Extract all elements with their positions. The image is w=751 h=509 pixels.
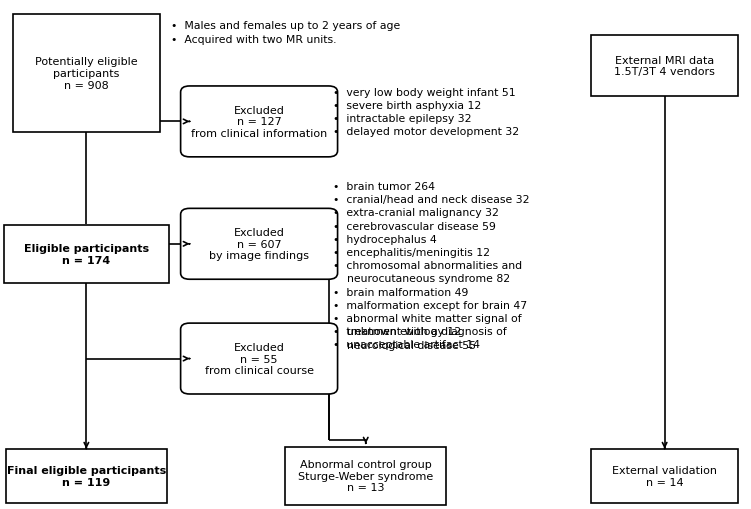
- Text: •  treatment with a diagnosis of
    neurological disease 55: • treatment with a diagnosis of neurolog…: [333, 327, 506, 350]
- Bar: [592, 449, 737, 503]
- Bar: [14, 15, 160, 132]
- Bar: [285, 447, 447, 505]
- Text: •  brain tumor 264
•  cranial/head and neck disease 32
•  extra-cranial malignan: • brain tumor 264 • cranial/head and nec…: [333, 182, 529, 350]
- FancyBboxPatch shape: [180, 87, 337, 157]
- FancyBboxPatch shape: [180, 209, 337, 280]
- Text: External validation
n = 14: External validation n = 14: [612, 465, 717, 487]
- Text: Abnormal control group
Sturge-Weber syndrome
n = 13: Abnormal control group Sturge-Weber synd…: [298, 459, 433, 493]
- Text: Potentially eligible
participants
n = 908: Potentially eligible participants n = 90…: [35, 57, 137, 91]
- FancyBboxPatch shape: [180, 324, 337, 394]
- Bar: [6, 449, 167, 503]
- Bar: [4, 225, 169, 284]
- Text: Excluded
n = 127
from clinical information: Excluded n = 127 from clinical informati…: [191, 105, 327, 139]
- Text: •  very low body weight infant 51
•  severe birth asphyxia 12
•  intractable epi: • very low body weight infant 51 • sever…: [333, 88, 519, 137]
- Text: Final eligible participants
n = 119: Final eligible participants n = 119: [7, 465, 166, 487]
- Text: Eligible participants
n = 174: Eligible participants n = 174: [24, 244, 149, 265]
- Bar: [592, 36, 737, 97]
- Text: Excluded
n = 55
from clinical course: Excluded n = 55 from clinical course: [204, 342, 314, 376]
- Text: Excluded
n = 607
by image findings: Excluded n = 607 by image findings: [209, 228, 309, 261]
- Text: External MRI data
1.5T/3T 4 vendors: External MRI data 1.5T/3T 4 vendors: [614, 55, 715, 77]
- Text: •  Males and females up to 2 years of age
•  Acquired with two MR units.: • Males and females up to 2 years of age…: [171, 21, 400, 44]
